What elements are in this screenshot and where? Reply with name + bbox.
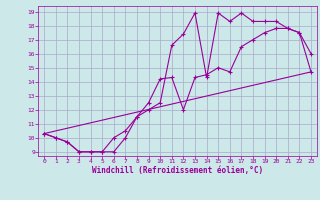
X-axis label: Windchill (Refroidissement éolien,°C): Windchill (Refroidissement éolien,°C) — [92, 166, 263, 175]
